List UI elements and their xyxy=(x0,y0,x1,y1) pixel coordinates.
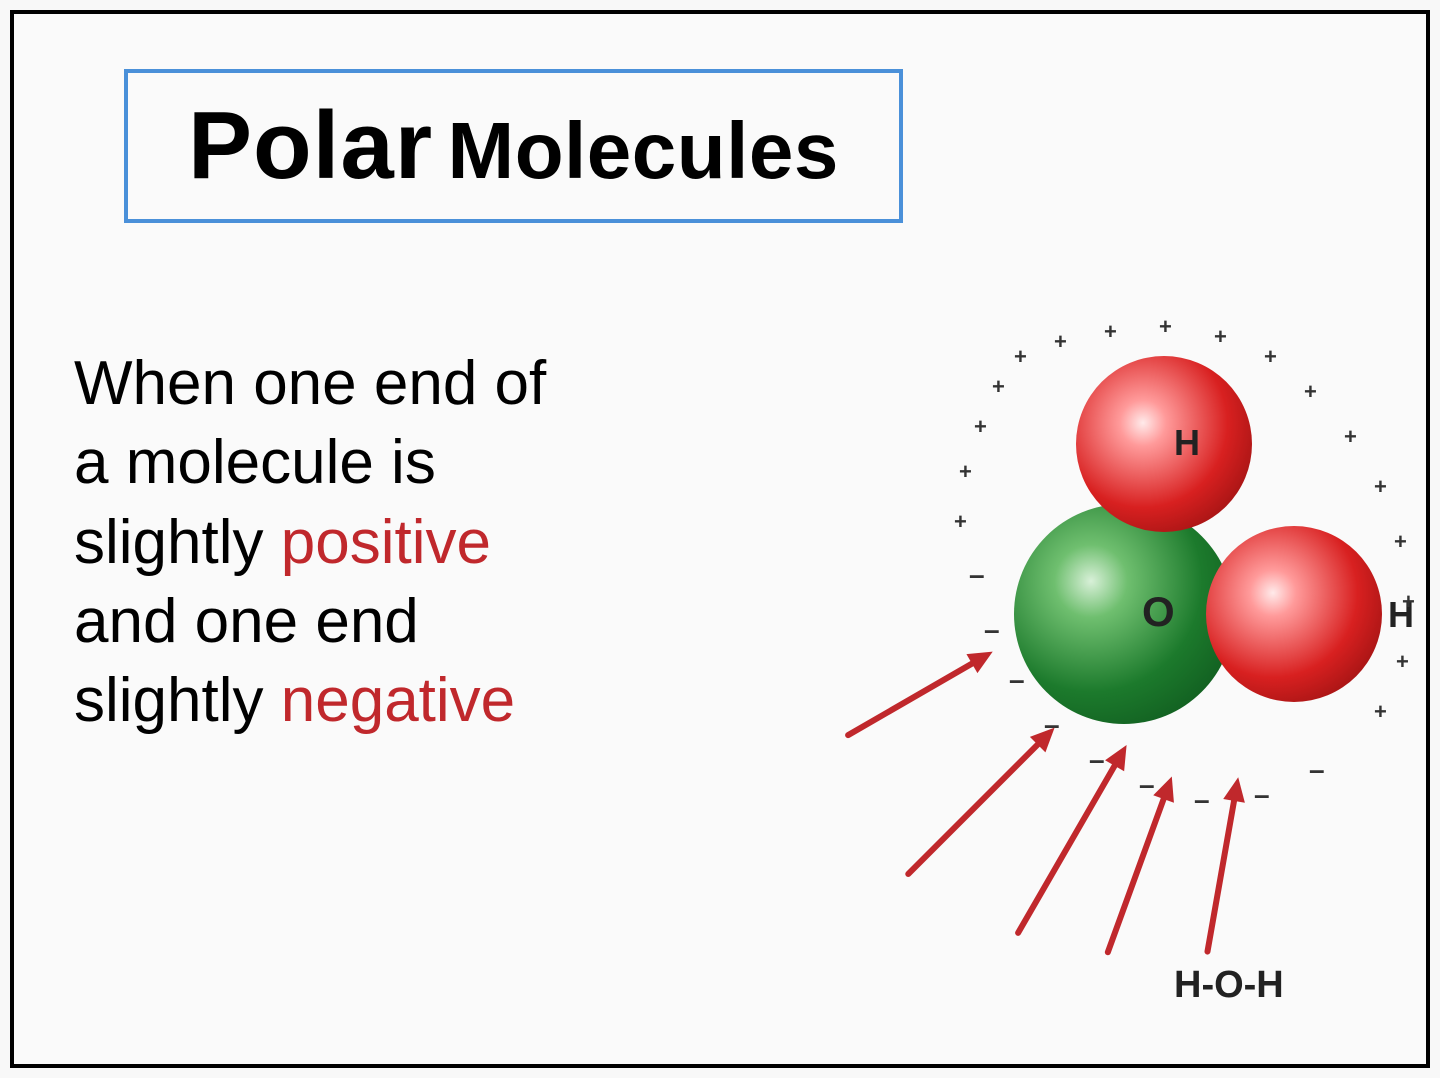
positive-charge-icon: + xyxy=(992,374,1005,400)
slide-frame: Polar Molecules When one end ofa molecul… xyxy=(10,10,1430,1068)
positive-charge-icon: + xyxy=(1159,314,1172,340)
positive-charge-icon: + xyxy=(1054,329,1067,355)
negative-charge-icon: – xyxy=(1089,744,1105,776)
positive-charge-icon: + xyxy=(974,414,987,440)
body-line: slightly positive xyxy=(74,503,854,582)
hydrogen-label: H xyxy=(1174,422,1200,464)
positive-charge-icon: + xyxy=(959,459,972,485)
negative-charge-icon: – xyxy=(1009,664,1025,696)
positive-charge-icon: + xyxy=(1104,319,1117,345)
positive-charge-icon: + xyxy=(1374,699,1387,725)
definition-text: When one end ofa molecule isslightly pos… xyxy=(74,344,854,741)
positive-charge-icon: + xyxy=(1264,344,1277,370)
body-line: slightly negative xyxy=(74,661,854,740)
positive-charge-icon: + xyxy=(1394,529,1407,555)
body-line: When one end of xyxy=(74,344,854,423)
positive-charge-icon: + xyxy=(1014,344,1027,370)
hydrogen-atom xyxy=(1206,526,1382,702)
title-word-2: Molecules xyxy=(448,106,839,195)
oxygen-label: O xyxy=(1142,588,1175,636)
title-box: Polar Molecules xyxy=(124,69,903,223)
accent-word: negative xyxy=(281,666,515,735)
positive-charge-icon: + xyxy=(1304,379,1317,405)
oxygen-atom xyxy=(1014,504,1234,724)
water-molecule-diagram: OHH+++++++++++++++++–––––––––H-O-H xyxy=(874,314,1434,1034)
negative-charge-icon: – xyxy=(1254,779,1270,811)
positive-charge-icon: + xyxy=(1396,649,1409,675)
positive-charge-icon: + xyxy=(1344,424,1357,450)
negative-charge-icon: – xyxy=(969,559,985,591)
positive-charge-icon: + xyxy=(1402,589,1415,615)
title-word-1: Polar xyxy=(188,92,433,199)
molecular-formula: H-O-H xyxy=(1174,964,1284,1007)
negative-charge-icon: – xyxy=(1139,769,1155,801)
body-line: a molecule is xyxy=(74,423,854,502)
negative-charge-icon: – xyxy=(1194,784,1210,816)
positive-charge-icon: + xyxy=(1214,324,1227,350)
positive-charge-icon: + xyxy=(1374,474,1387,500)
positive-charge-icon: + xyxy=(954,509,967,535)
negative-charge-icon: – xyxy=(1309,754,1325,786)
accent-word: positive xyxy=(281,508,491,577)
body-line: and one end xyxy=(74,582,854,661)
slide-title: Polar Molecules xyxy=(188,165,839,182)
hydrogen-atom xyxy=(1076,356,1252,532)
